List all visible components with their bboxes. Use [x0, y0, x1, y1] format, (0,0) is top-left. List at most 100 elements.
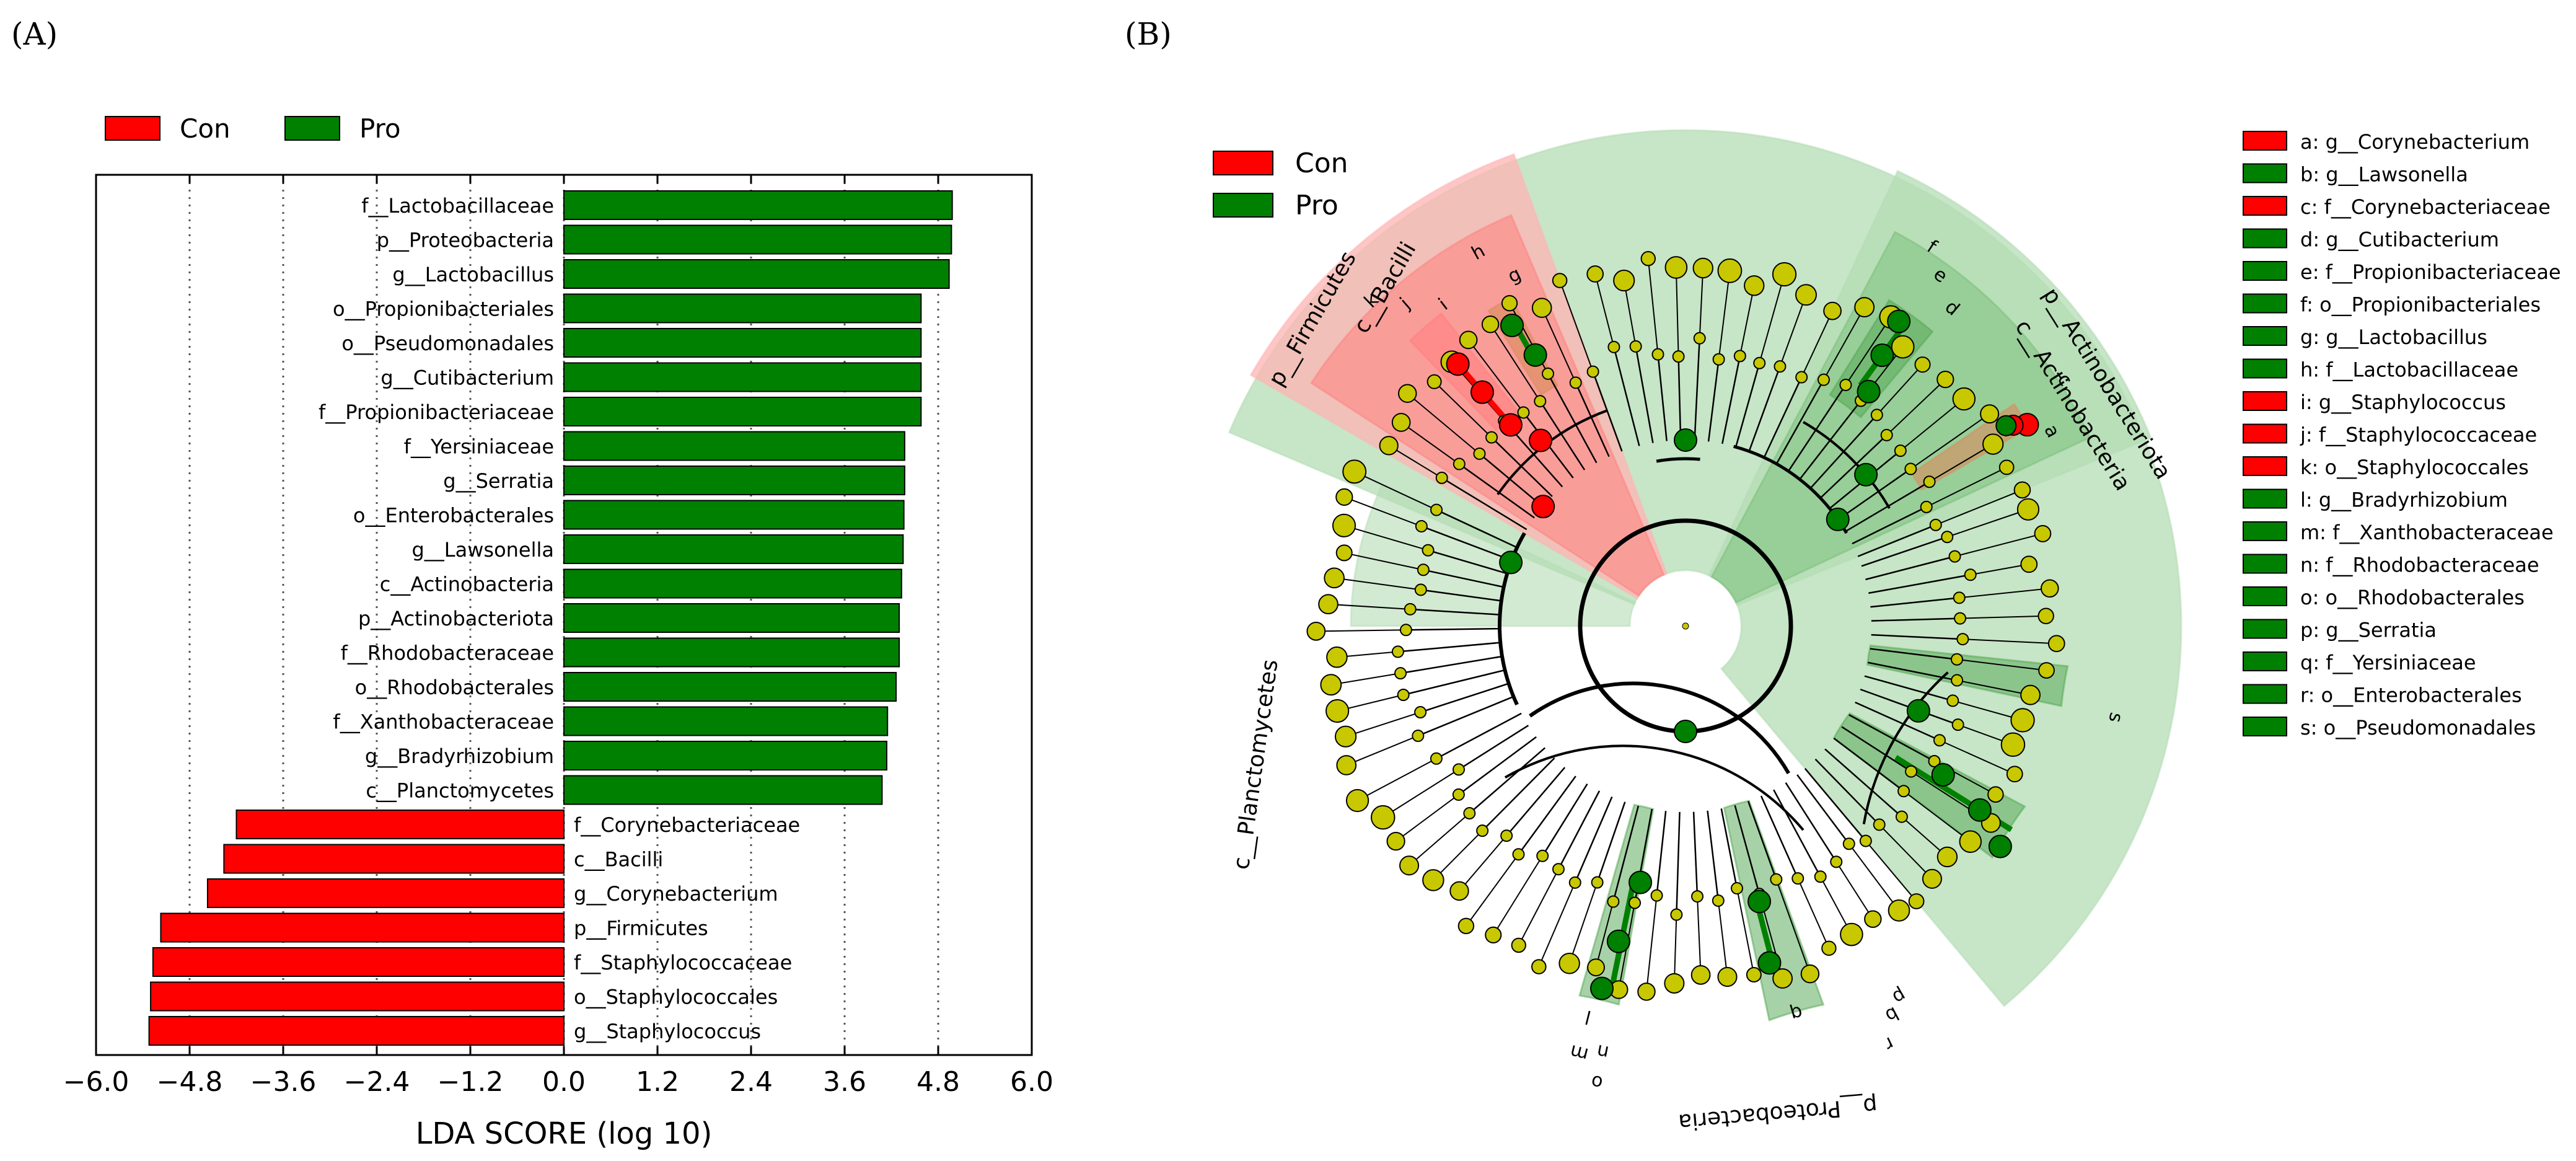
branch: [1400, 422, 1460, 465]
node-leaf: [1854, 297, 1875, 318]
branch: [1542, 784, 1588, 857]
key-swatch: [2243, 619, 2287, 639]
bar-label: p__Proteobacteria: [377, 229, 554, 252]
node-intermediate: [1894, 444, 1907, 457]
branch: [1574, 797, 1613, 883]
branch: [1541, 307, 1576, 383]
bar-p__Actinobacteriota: [563, 603, 900, 633]
branch: [1939, 739, 2015, 775]
branch: [1396, 794, 1459, 842]
node-intermediate: [1391, 645, 1404, 658]
bar-g__Lactobacillus: [563, 259, 950, 289]
node-intermediate: [1956, 633, 1969, 646]
bar-g__Corynebacterium: [206, 878, 565, 908]
branch: [1492, 855, 1544, 935]
branch: [1436, 712, 1522, 759]
branch: [1814, 758, 1880, 826]
branch: [1357, 757, 1437, 801]
bar-o__Staphylococcales: [150, 981, 565, 1012]
node-leaf: [1485, 926, 1502, 944]
node-leaf: [1422, 869, 1444, 891]
branch: [1871, 617, 1961, 622]
branch: [1760, 795, 1799, 879]
node-leaf: [2013, 481, 2031, 499]
node-pro: [1500, 314, 1524, 338]
node-leaf: [1640, 251, 1656, 267]
branch: [1506, 767, 1566, 837]
key-swatch: [2243, 521, 2287, 541]
bar-label: o__Rhodobacterales: [355, 676, 554, 699]
node-intermediate: [1536, 849, 1549, 862]
node-intermediate: [1417, 563, 1430, 576]
bars: [148, 190, 953, 1046]
node-intermediate: [1629, 340, 1642, 353]
node-leaf: [1399, 855, 1420, 876]
key-swatch: [2243, 293, 2287, 314]
bar-label: g__Lactobacillus: [392, 263, 554, 286]
node-leaf: [1823, 301, 1842, 320]
node-pro: [1931, 763, 1955, 787]
branch: [1718, 270, 1731, 360]
branch: [1316, 629, 1406, 632]
node-intermediate: [1905, 765, 1918, 778]
node-intermediate: [1814, 870, 1827, 883]
node-pro: [1629, 870, 1653, 894]
branch: [1459, 463, 1535, 519]
branch: [1345, 712, 1421, 738]
node-leaf: [1457, 917, 1475, 935]
branch: [1692, 811, 1699, 897]
branch: [1458, 736, 1537, 795]
x-tick-label: 6.0: [1010, 1066, 1053, 1098]
bar-f__Staphylococcaceae: [152, 947, 565, 977]
node-leaf: [1459, 330, 1478, 350]
node-leaf: [2006, 766, 2023, 783]
node-leaf: [1586, 265, 1604, 283]
bar-f__Xanthobacteraceae: [563, 706, 889, 736]
bar-c__Bacilli: [223, 844, 565, 874]
node-leaf: [1326, 646, 1348, 668]
branch: [1694, 338, 1700, 441]
branch: [1867, 661, 1958, 681]
node-leaf: [1952, 387, 1976, 411]
branch: [1469, 747, 1546, 814]
node-intermediate: [1414, 706, 1427, 719]
node-leaf: [1864, 910, 1882, 928]
bar-o__Enterobacterales: [563, 500, 905, 530]
key-swatch: [2243, 326, 2287, 346]
sector-actinobacteria: [1710, 231, 2091, 604]
branch: [1734, 805, 1761, 894]
key-swatch: [2243, 131, 2287, 151]
node-intermediate: [1414, 583, 1427, 596]
branch: [1799, 400, 1862, 480]
node-leaf: [1959, 830, 1982, 853]
branch: [1833, 737, 1904, 792]
branch: [1518, 775, 1576, 855]
branch: [1557, 790, 1601, 870]
node-intermediate: [1453, 457, 1466, 470]
branch: [1645, 895, 1658, 992]
node-intermediate: [1842, 837, 1855, 850]
branch: [1596, 801, 1626, 883]
node-pro: [1870, 343, 1894, 368]
node-leaf: [1980, 404, 2000, 424]
x-tick-label: 1.2: [636, 1066, 679, 1098]
bar-label: f__Corynebacteriaceae: [574, 813, 800, 837]
node-leaf: [1324, 567, 1345, 589]
branch: [1835, 861, 1874, 920]
node-leaf: [1398, 384, 1417, 404]
node-leaf: [1334, 725, 1357, 748]
branch: [1739, 285, 1755, 356]
branch: [1956, 658, 2047, 671]
branch: [1568, 882, 1598, 964]
branch: [1657, 354, 1668, 441]
key-entry: p: g__Serratia: [2300, 619, 2437, 642]
branch: [1547, 373, 1598, 464]
branch-arc: [1504, 744, 1805, 831]
branch: [1697, 896, 1702, 975]
node-leaf: [2034, 525, 2052, 542]
node-pro: [1606, 929, 1630, 953]
node-pro: [1674, 720, 1697, 743]
node-leaf: [1690, 965, 1711, 985]
node-intermediate: [1500, 829, 1513, 842]
node-leaf: [1531, 298, 1552, 318]
